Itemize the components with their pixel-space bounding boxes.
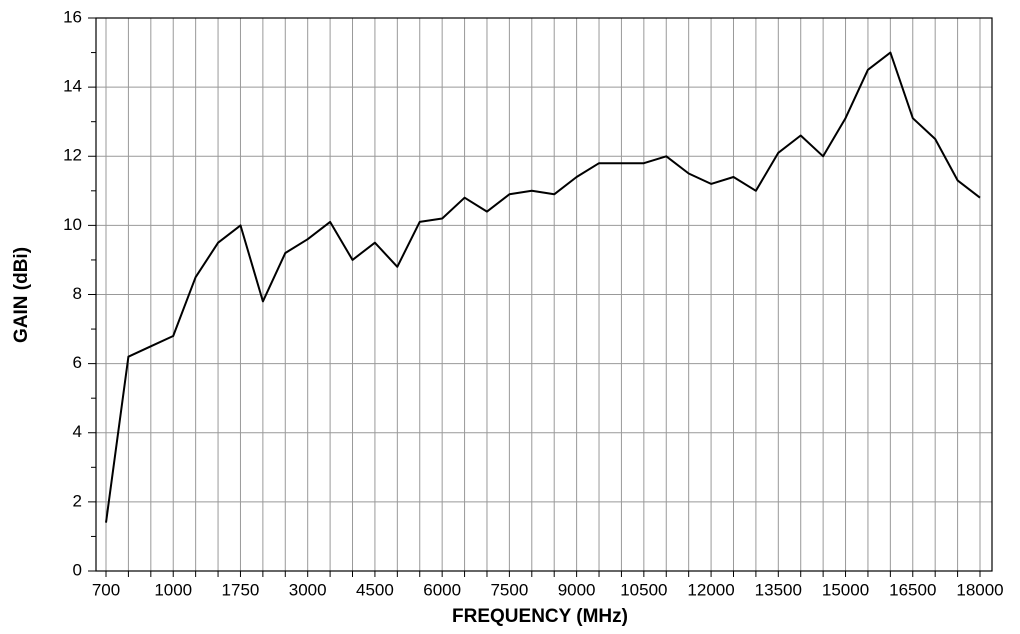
x-tick-label: 4500: [356, 580, 394, 599]
y-tick-label: 0: [73, 560, 82, 579]
x-tick-label: 1750: [222, 580, 260, 599]
y-tick-label: 14: [63, 77, 82, 96]
x-tick-label: 3000: [289, 580, 327, 599]
x-tick-label: 16500: [889, 580, 936, 599]
y-tick-label: 4: [73, 422, 82, 441]
y-tick-label: 16: [63, 7, 82, 26]
x-tick-label: 18000: [956, 580, 1003, 599]
x-tick-label: 9000: [558, 580, 596, 599]
plot-frame: [95, 17, 993, 572]
x-axis-title: FREQUENCY (MHz): [452, 606, 628, 627]
x-tick-label: 700: [92, 580, 120, 599]
data-line: [105, 51, 981, 523]
y-tick-label: 12: [63, 146, 82, 165]
y-tick-label: 8: [73, 284, 82, 303]
y-tick-label: 10: [63, 215, 82, 234]
y-tick-label: 6: [73, 353, 82, 372]
x-tick-label: 12000: [687, 580, 734, 599]
x-tick-label: 7500: [490, 580, 528, 599]
y-axis-title: GAIN (dBi): [11, 247, 32, 343]
x-tick-label: 1000: [154, 580, 192, 599]
y-tick-label: 2: [73, 491, 82, 510]
x-tick-label: 13500: [755, 580, 802, 599]
x-tick-label: 6000: [423, 580, 461, 599]
x-tick-label: 10500: [620, 580, 667, 599]
x-tick-label: 15000: [822, 580, 869, 599]
